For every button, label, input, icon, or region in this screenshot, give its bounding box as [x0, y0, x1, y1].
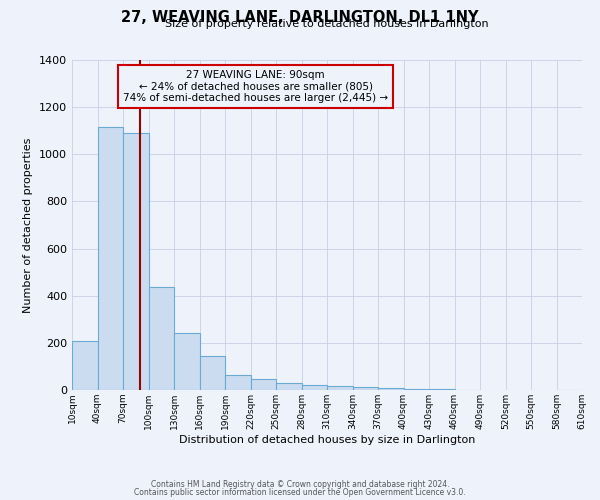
Bar: [97, 127, 123, 390]
X-axis label: Distribution of detached houses by size in Darlington: Distribution of detached houses by size …: [179, 434, 475, 444]
Bar: [302, 386, 327, 390]
Text: Contains HM Land Registry data © Crown copyright and database right 2024.: Contains HM Land Registry data © Crown c…: [151, 480, 449, 489]
Bar: [327, 386, 353, 390]
Bar: [353, 387, 378, 390]
Bar: [174, 334, 199, 390]
Text: 27 WEAVING LANE: 90sqm
← 24% of detached houses are smaller (805)
74% of semi-de: 27 WEAVING LANE: 90sqm ← 24% of detached…: [123, 70, 388, 103]
Title: Size of property relative to detached houses in Darlington: Size of property relative to detached ho…: [165, 18, 489, 28]
Bar: [199, 356, 225, 390]
Text: 27, WEAVING LANE, DARLINGTON, DL1 1NY: 27, WEAVING LANE, DARLINGTON, DL1 1NY: [121, 10, 479, 25]
Bar: [429, 389, 455, 390]
Bar: [378, 388, 404, 390]
Text: Contains public sector information licensed under the Open Government Licence v3: Contains public sector information licen…: [134, 488, 466, 497]
Y-axis label: Number of detached properties: Number of detached properties: [23, 138, 34, 312]
Bar: [123, 133, 149, 390]
Bar: [276, 384, 302, 390]
Bar: [72, 340, 97, 390]
Bar: [225, 376, 251, 390]
Bar: [251, 378, 276, 390]
Bar: [404, 389, 429, 390]
Bar: [149, 288, 174, 390]
